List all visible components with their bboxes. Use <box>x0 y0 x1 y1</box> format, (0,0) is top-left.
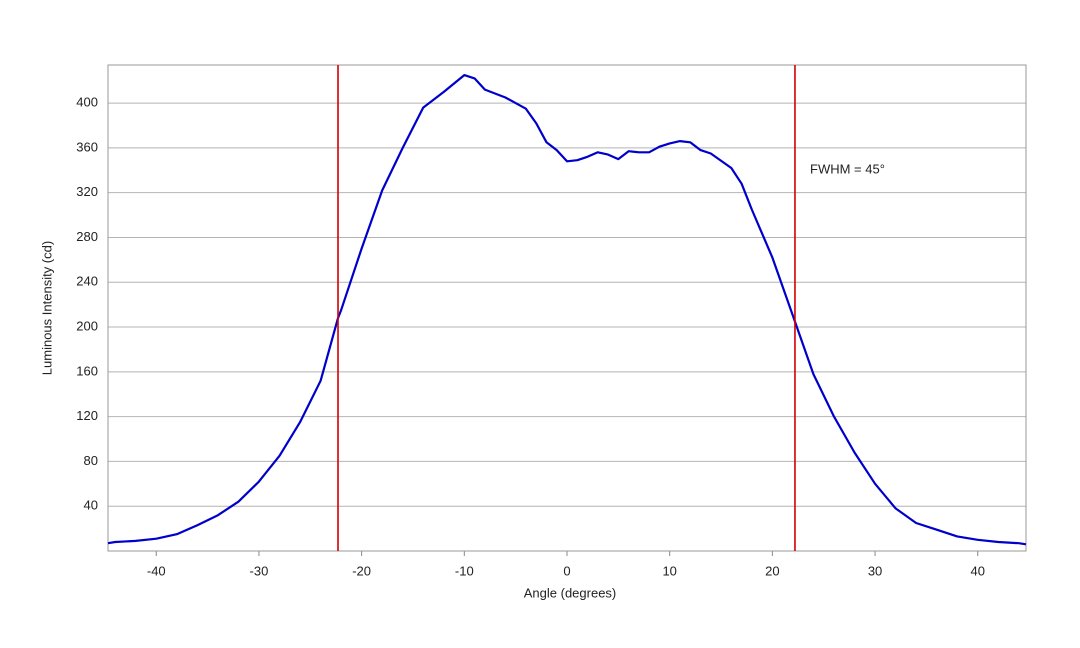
y-axis-title: Luminous Intensity (cd) <box>39 241 54 375</box>
y-tick-label: 400 <box>76 95 98 110</box>
x-tick-label: 10 <box>662 563 676 578</box>
y-tick-label: 160 <box>76 363 98 378</box>
annotation: FWHM = 45° <box>810 161 885 176</box>
y-tick-label: 240 <box>76 274 98 289</box>
plot-frame <box>107 64 1027 552</box>
x-tick-label: -20 <box>352 563 371 578</box>
x-tick-label: 40 <box>971 563 985 578</box>
y-tick-label: 40 <box>84 498 98 513</box>
x-tick-label: -30 <box>250 563 269 578</box>
y-tick-label: 200 <box>76 318 98 333</box>
x-tick-label: -10 <box>455 563 474 578</box>
data-line <box>107 74 1027 546</box>
x-tick-label: 20 <box>765 563 779 578</box>
x-tick-label: -40 <box>147 563 166 578</box>
x-tick-label: 0 <box>563 563 570 578</box>
y-tick-label: 120 <box>76 408 98 423</box>
x-tick-label: 30 <box>868 563 882 578</box>
y-tick-label: 320 <box>76 184 98 199</box>
y-tick-label: 80 <box>84 453 98 468</box>
y-tick-label: 360 <box>76 139 98 154</box>
x-axis-title: Angle (degrees) <box>524 585 617 600</box>
y-tick-label: 280 <box>76 229 98 244</box>
